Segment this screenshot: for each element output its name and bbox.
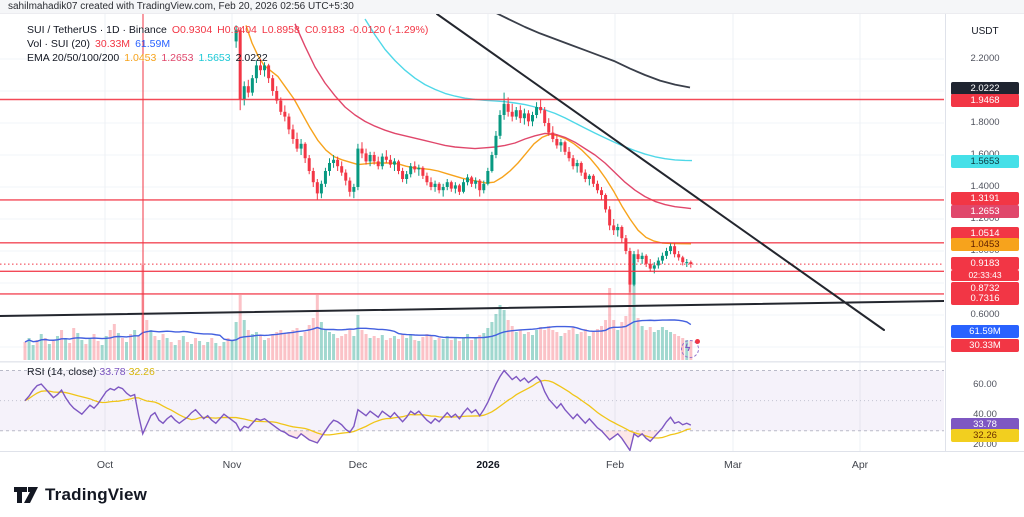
rsi-value: 33.78 xyxy=(99,366,126,378)
price-badge: 1.2653 xyxy=(951,204,1019,218)
tradingview-logo-text: TradingView xyxy=(45,485,148,504)
ohlc-open: O0.9304 xyxy=(171,24,213,36)
price-badge: 0.7316 xyxy=(951,291,1019,305)
currency-label: USDT xyxy=(971,26,999,37)
time-scale-label: Feb xyxy=(605,459,625,471)
time-axis[interactable]: Oct Nov Dec 2026 Feb Mar Apr xyxy=(0,451,1024,477)
price-scale-tick: 0.6000 xyxy=(970,309,1000,320)
notification-dot xyxy=(695,339,700,344)
tradingview-logo[interactable]: TradingView xyxy=(13,485,147,505)
chart-legend: SUI / TetherUS · 1D · Binance O0.9304 H0.9… xyxy=(27,23,433,65)
volume-indicator-label[interactable]: Vol · SUI (20) xyxy=(27,38,91,50)
price-badge: 33.78 xyxy=(951,417,1019,431)
price-scale-tick: 20.00 xyxy=(973,439,997,450)
ema200-value: 2.0222 xyxy=(235,52,268,64)
rsi-ma-value: 32.26 xyxy=(128,366,155,378)
price-scale-tick: 1.4000 xyxy=(970,181,1000,192)
time-scale-label: Nov xyxy=(222,459,242,471)
ohlc-low: L0.8958 xyxy=(261,24,300,36)
time-scale-label: Dec xyxy=(348,459,368,471)
price-badge: 2.0222 xyxy=(951,81,1019,95)
price-badge: 0.9183 xyxy=(951,256,1019,270)
price-badge: 1.5653 xyxy=(951,154,1019,168)
rsi-legend: RSI (14, close) 33.78 32.26 xyxy=(27,366,155,378)
time-scale-label: 2026 xyxy=(476,459,500,471)
price-scale-tick: 2.2000 xyxy=(970,53,1000,64)
volume-value: 30.33M xyxy=(95,38,131,50)
price-scale-tick: 40.00 xyxy=(973,409,997,420)
change-value: -0.0120 (-1.29%) xyxy=(349,24,429,36)
time-scale-label: Mar xyxy=(723,459,743,471)
footer: TradingView xyxy=(0,477,1024,517)
price-badge: 1.9468 xyxy=(951,93,1019,107)
price-scale-tick: 1.2000 xyxy=(970,213,1000,224)
price-scale-tick: 1.0000 xyxy=(970,245,1000,256)
lightning-bolt-icon: ϟ xyxy=(685,342,691,354)
time-scale-label: Apr xyxy=(851,459,869,471)
attribution-bar: sahilmahadik07 created with TradingView.… xyxy=(0,0,1024,14)
ema50-value: 1.2653 xyxy=(161,52,194,64)
price-badge: 30.33M xyxy=(951,338,1019,352)
price-badge: 32.26 xyxy=(951,428,1019,442)
price-badge: 1.0514 xyxy=(951,226,1019,240)
ohlc-high: H0.9404 xyxy=(217,24,257,36)
ema-indicator-label[interactable]: EMA 20/50/100/200 xyxy=(27,52,120,64)
price-badge: 1.0453 xyxy=(951,237,1019,251)
ohlc-close: C0.9183 xyxy=(304,24,345,36)
price-scale-tick: 60.00 xyxy=(973,379,997,390)
ema20-value: 1.0453 xyxy=(124,52,157,64)
price-scale-tick: 1.8000 xyxy=(970,117,1000,128)
price-badge: 1.3191 xyxy=(951,191,1019,205)
price-badge: 0.8732 xyxy=(951,281,1019,295)
price-badge: 02:33:43 xyxy=(951,269,1019,281)
flash-icon-button[interactable]: ϟ xyxy=(681,339,700,358)
time-scale-label: Oct xyxy=(96,459,114,471)
volume-ma-value: 61.59M xyxy=(135,38,171,50)
price-axis[interactable]: USDT 2.20001.80001.60001.40001.20001.000… xyxy=(945,14,1024,451)
symbol-title[interactable]: SUI / TetherUS · 1D · Binance xyxy=(27,24,167,36)
ema100-value: 1.5653 xyxy=(198,52,231,64)
tradingview-logo-icon xyxy=(14,487,38,503)
price-badge: 61.59M xyxy=(951,324,1019,338)
rsi-indicator-label[interactable]: RSI (14, close) xyxy=(27,366,97,378)
